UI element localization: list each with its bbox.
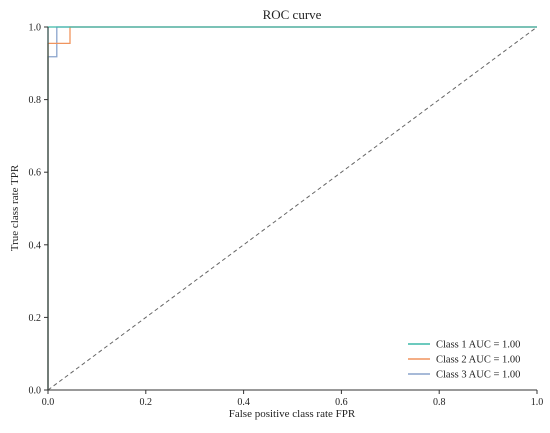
y-tick-label: 0.0 bbox=[29, 386, 42, 397]
x-axis-label: False positive class rate FPR bbox=[229, 408, 356, 420]
x-tick-label: 0.0 bbox=[42, 397, 55, 408]
y-tick-label: 1.0 bbox=[29, 23, 42, 34]
x-tick-label: 0.8 bbox=[433, 397, 446, 408]
x-tick-label: 0.2 bbox=[140, 397, 153, 408]
y-tick-label: 0.8 bbox=[29, 95, 42, 106]
legend-label-class-2: Class 2 AUC = 1.00 bbox=[436, 355, 520, 366]
x-tick-label: 1.0 bbox=[531, 397, 544, 408]
y-axis-label: True class rate TPR bbox=[9, 164, 21, 251]
chart-title: ROC curve bbox=[263, 7, 322, 22]
legend: Class 1 AUC = 1.00 Class 2 AUC = 1.00 Clas… bbox=[402, 334, 532, 384]
y-ticks: 0.0 0.2 0.4 0.6 0.8 1.0 bbox=[29, 23, 48, 397]
chance-diagonal-line bbox=[47, 26, 538, 391]
legend-label-class-1: Class 1 AUC = 1.00 bbox=[436, 340, 520, 351]
axes bbox=[47, 27, 537, 391]
y-tick-label: 0.4 bbox=[29, 240, 42, 251]
x-tick-label: 0.6 bbox=[335, 397, 348, 408]
x-ticks: 0.0 0.2 0.4 0.6 0.8 1.0 bbox=[42, 390, 544, 408]
legend-label-class-3: Class 3 AUC = 1.00 bbox=[436, 370, 520, 381]
x-tick-label: 0.4 bbox=[237, 397, 250, 408]
y-tick-label: 0.2 bbox=[29, 313, 42, 324]
y-tick-label: 0.6 bbox=[29, 168, 42, 179]
